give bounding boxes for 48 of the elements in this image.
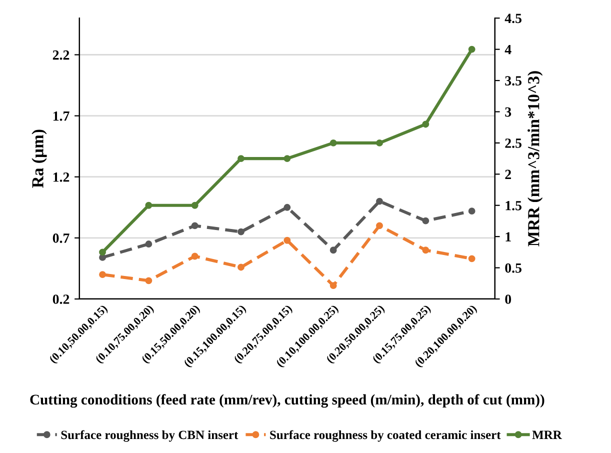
- point: [330, 139, 337, 146]
- point: [145, 240, 152, 248]
- y2-tick-label: 3: [505, 107, 512, 117]
- point: [422, 246, 430, 254]
- point: [238, 228, 244, 236]
- point: [284, 204, 291, 211]
- legend-label: Surface roughness by CBN insert: [61, 430, 238, 442]
- point: [376, 222, 383, 230]
- y2-tick-label: 4.5: [504, 14, 522, 24]
- y2-tick-label: 4: [504, 45, 512, 54]
- point: [284, 236, 291, 244]
- point: [191, 202, 198, 209]
- point: [145, 202, 152, 209]
- point: [238, 264, 244, 271]
- y-tick-label: 0.7: [52, 234, 70, 243]
- point: [191, 222, 198, 230]
- y2-axis-title: MRR (mm^3/min*10^3): [528, 71, 543, 246]
- y-tick-label: 1.7: [53, 111, 70, 121]
- y2-tick-label: 2: [505, 170, 511, 179]
- point: [376, 198, 383, 205]
- y2-tick-label: 2.5: [505, 138, 522, 148]
- point: [468, 46, 476, 53]
- point: [238, 155, 244, 162]
- legend-label: Surface roughness by coated ceramic insert: [270, 430, 501, 442]
- point: [422, 120, 430, 128]
- y-tick-label: 1.2: [53, 172, 70, 182]
- y-tick-label: 0.2: [52, 294, 70, 304]
- y2-tick-label: 0: [505, 294, 512, 304]
- y-axis-title: Ra (µm): [32, 130, 47, 188]
- y2-tick-label: 1: [506, 232, 511, 242]
- legend-label: MRR: [532, 430, 562, 439]
- point: [468, 208, 476, 215]
- point: [99, 254, 106, 261]
- y-tick-label: 2.2: [52, 50, 70, 60]
- y2-tick-label: 1.5: [506, 201, 522, 210]
- point: [284, 155, 291, 162]
- point: [330, 246, 337, 254]
- point: [99, 271, 106, 278]
- point: [191, 252, 198, 260]
- y2-tick-label: 0.5: [505, 263, 522, 273]
- point: [99, 248, 106, 256]
- x-axis-title: Cutting conoditions (feed rate (mm/rev), cutting speed (m/min), depth of cut (mm)): [30, 394, 544, 408]
- y2-tick-label: 3.5: [505, 76, 522, 86]
- point: [330, 282, 337, 290]
- point: [468, 255, 476, 262]
- point: [145, 277, 152, 284]
- point: [376, 139, 383, 146]
- point: [422, 217, 430, 224]
